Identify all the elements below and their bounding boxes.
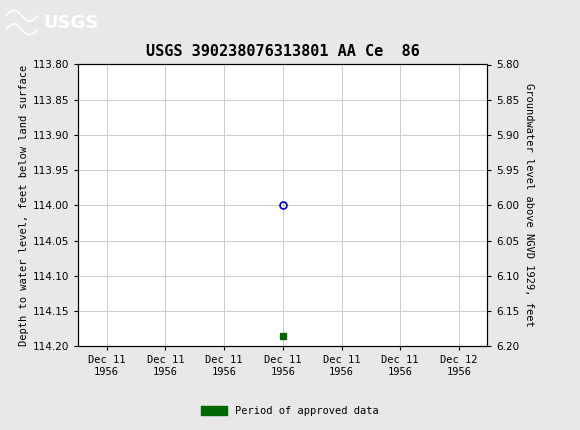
Y-axis label: Groundwater level above NGVD 1929, feet: Groundwater level above NGVD 1929, feet — [524, 83, 534, 327]
Y-axis label: Depth to water level, feet below land surface: Depth to water level, feet below land su… — [19, 64, 28, 346]
Legend: Period of approved data: Period of approved data — [197, 402, 383, 421]
Title: USGS 390238076313801 AA Ce  86: USGS 390238076313801 AA Ce 86 — [146, 44, 419, 59]
Text: USGS: USGS — [44, 14, 99, 31]
